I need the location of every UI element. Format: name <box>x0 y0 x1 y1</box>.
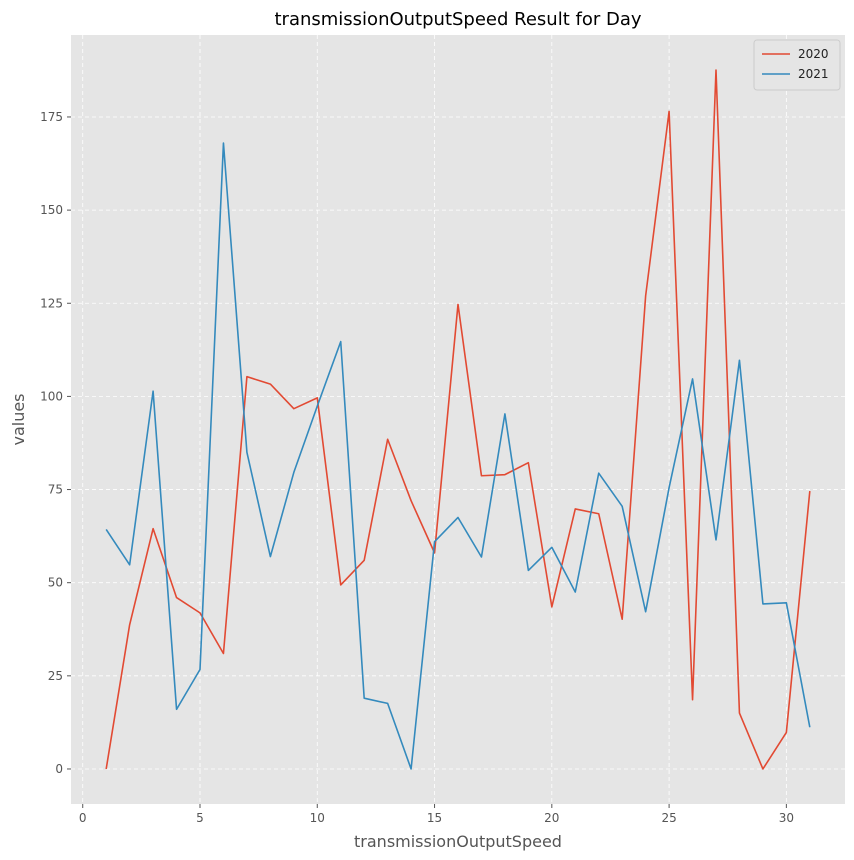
x-tick-label: 15 <box>427 811 442 825</box>
chart-title: transmissionOutputSpeed Result for Day <box>274 9 641 30</box>
y-tick-label: 75 <box>48 483 63 497</box>
x-tick-label: 10 <box>310 811 325 825</box>
x-tick-label: 25 <box>661 811 676 825</box>
legend-box <box>753 39 841 91</box>
y-tick-label: 0 <box>55 762 63 776</box>
series-lines <box>105 69 811 770</box>
x-tick-label: 20 <box>544 811 559 825</box>
y-axis-label: values <box>9 393 28 445</box>
series-line-2021 <box>105 142 811 770</box>
y-tick-label: 50 <box>48 576 63 590</box>
y-tick-label: 175 <box>40 110 63 124</box>
y-tick-label: 25 <box>48 669 63 683</box>
y-tick-label: 150 <box>40 203 63 217</box>
y-axis-ticks: 0 25 50 75 100 125 150 175 <box>40 110 71 776</box>
y-tick-label: 100 <box>40 389 63 403</box>
grid-lines <box>71 35 845 804</box>
x-tick-label: 0 <box>79 811 87 825</box>
x-tick-label: 5 <box>196 811 204 825</box>
x-axis-label: transmissionOutputSpeed <box>354 832 562 851</box>
legend-entry-2020: 2020 <box>798 47 829 61</box>
series-line-2020 <box>105 69 811 770</box>
x-tick-label: 30 <box>779 811 794 825</box>
y-tick-label: 125 <box>40 296 63 310</box>
x-axis-ticks: 0 5 10 15 20 25 30 <box>79 804 794 825</box>
legend-entry-2021: 2021 <box>798 67 829 81</box>
legend: 2020 2021 <box>753 39 841 91</box>
